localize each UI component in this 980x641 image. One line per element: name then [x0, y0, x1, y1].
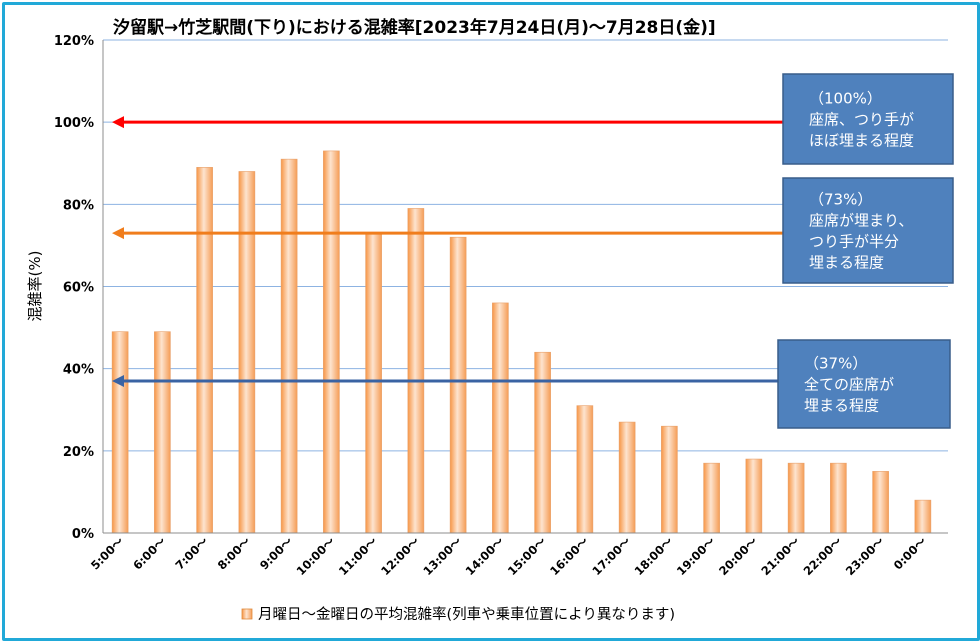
y-tick-label: 80% [63, 198, 94, 213]
y-tick-label: 120% [54, 34, 94, 49]
y-tick-label: 0% [72, 527, 94, 542]
y-tick-label: 60% [63, 281, 94, 296]
annotation-text: 座席、つり手が [809, 111, 914, 129]
bar [365, 232, 382, 534]
x-tick-label: 19:00～ [674, 534, 718, 578]
annotation-text: 埋まる程度 [809, 254, 884, 272]
x-tick-label: 7:00～ [172, 534, 211, 573]
bar [830, 462, 847, 534]
y-tick-label: 100% [54, 116, 94, 131]
bar [449, 236, 467, 534]
x-tick-label: 20:00～ [716, 534, 760, 578]
y-tick-label: 20% [63, 445, 94, 460]
x-tick-label: 15:00～ [505, 534, 549, 578]
bar [323, 150, 340, 534]
bar [661, 425, 678, 534]
axes [102, 40, 948, 534]
bar [238, 171, 256, 534]
legend-label: 月曜日～金曜日の平均混雑率(列車や乗車位置により異なります) [258, 606, 675, 623]
bar [618, 421, 636, 534]
x-tick-label: 17:00～ [589, 534, 633, 578]
y-tick-label: 40% [63, 363, 94, 378]
annotation-text: 全ての座席が [804, 376, 894, 394]
bar [280, 158, 298, 534]
arrowhead-icon [112, 227, 124, 240]
annotation-text: 埋まる程度 [804, 397, 879, 415]
x-tick-label: 22:00～ [801, 534, 845, 578]
arrowhead-icon [112, 374, 124, 387]
y-tick-labels: 0% 20% 40% 60% 80% 100% 120% [54, 34, 94, 542]
annotation-text: 座席が埋まり、 [809, 212, 913, 230]
legend-swatch [241, 608, 253, 620]
bar [492, 302, 509, 534]
bar [534, 351, 551, 534]
annotation-text: （100%） [809, 90, 882, 108]
annotation-text: つり手が半分 [809, 233, 899, 251]
x-tick-label: 21:00～ [758, 534, 802, 578]
x-tick-label: 23:00～ [843, 534, 887, 578]
x-tick-label: 16:00～ [547, 534, 591, 578]
annotation-boxes: （100%）座席、つり手がほぼ埋まる程度（73%）座席が埋まり、つり手が半分埋ま… [777, 73, 954, 429]
x-tick-label: 0:00～ [891, 534, 930, 573]
bar [914, 499, 932, 534]
annotation-text: ほぼ埋まる程度 [809, 132, 914, 150]
legend: 月曜日～金曜日の平均混雑率(列車や乗車位置により異なります) [241, 606, 675, 623]
x-tick-label: 10:00～ [294, 534, 338, 578]
bar [111, 331, 129, 534]
bar [703, 462, 720, 534]
bar [787, 462, 805, 534]
x-tick-label: 18:00～ [632, 534, 676, 578]
reference-lines [112, 116, 783, 387]
x-tick-labels: 5:00～ 6:00～ 7:00～ 8:00～ 9:00～10:00～11:00～12:… [88, 534, 929, 578]
annotation-box [782, 73, 954, 165]
x-tick-label: 12:00～ [378, 534, 422, 578]
bar [154, 331, 171, 534]
arrowhead-icon [112, 116, 124, 129]
y-axis-label: 混雑率(%) [26, 251, 44, 322]
bar [576, 405, 594, 534]
annotation-text: （73%） [809, 191, 872, 209]
x-tick-label: 13:00～ [420, 534, 464, 578]
bar [407, 208, 425, 534]
annotation-text: （37%） [804, 355, 867, 373]
bar [196, 167, 213, 534]
bar [745, 458, 763, 534]
x-tick-label: 8:00～ [215, 534, 254, 573]
annotation-box [777, 339, 951, 429]
x-tick-label: 6:00～ [130, 534, 169, 573]
x-tick-label: 9:00～ [257, 534, 296, 573]
bar [872, 471, 889, 534]
x-tick-label: 14:00～ [463, 534, 507, 578]
chart-title: 汐留駅→竹芝駅間(下り)における混雑率[2023年7月24日(月)～7月28日(… [113, 17, 716, 38]
annotation-box [782, 177, 954, 284]
x-tick-label: 11:00～ [336, 534, 380, 578]
